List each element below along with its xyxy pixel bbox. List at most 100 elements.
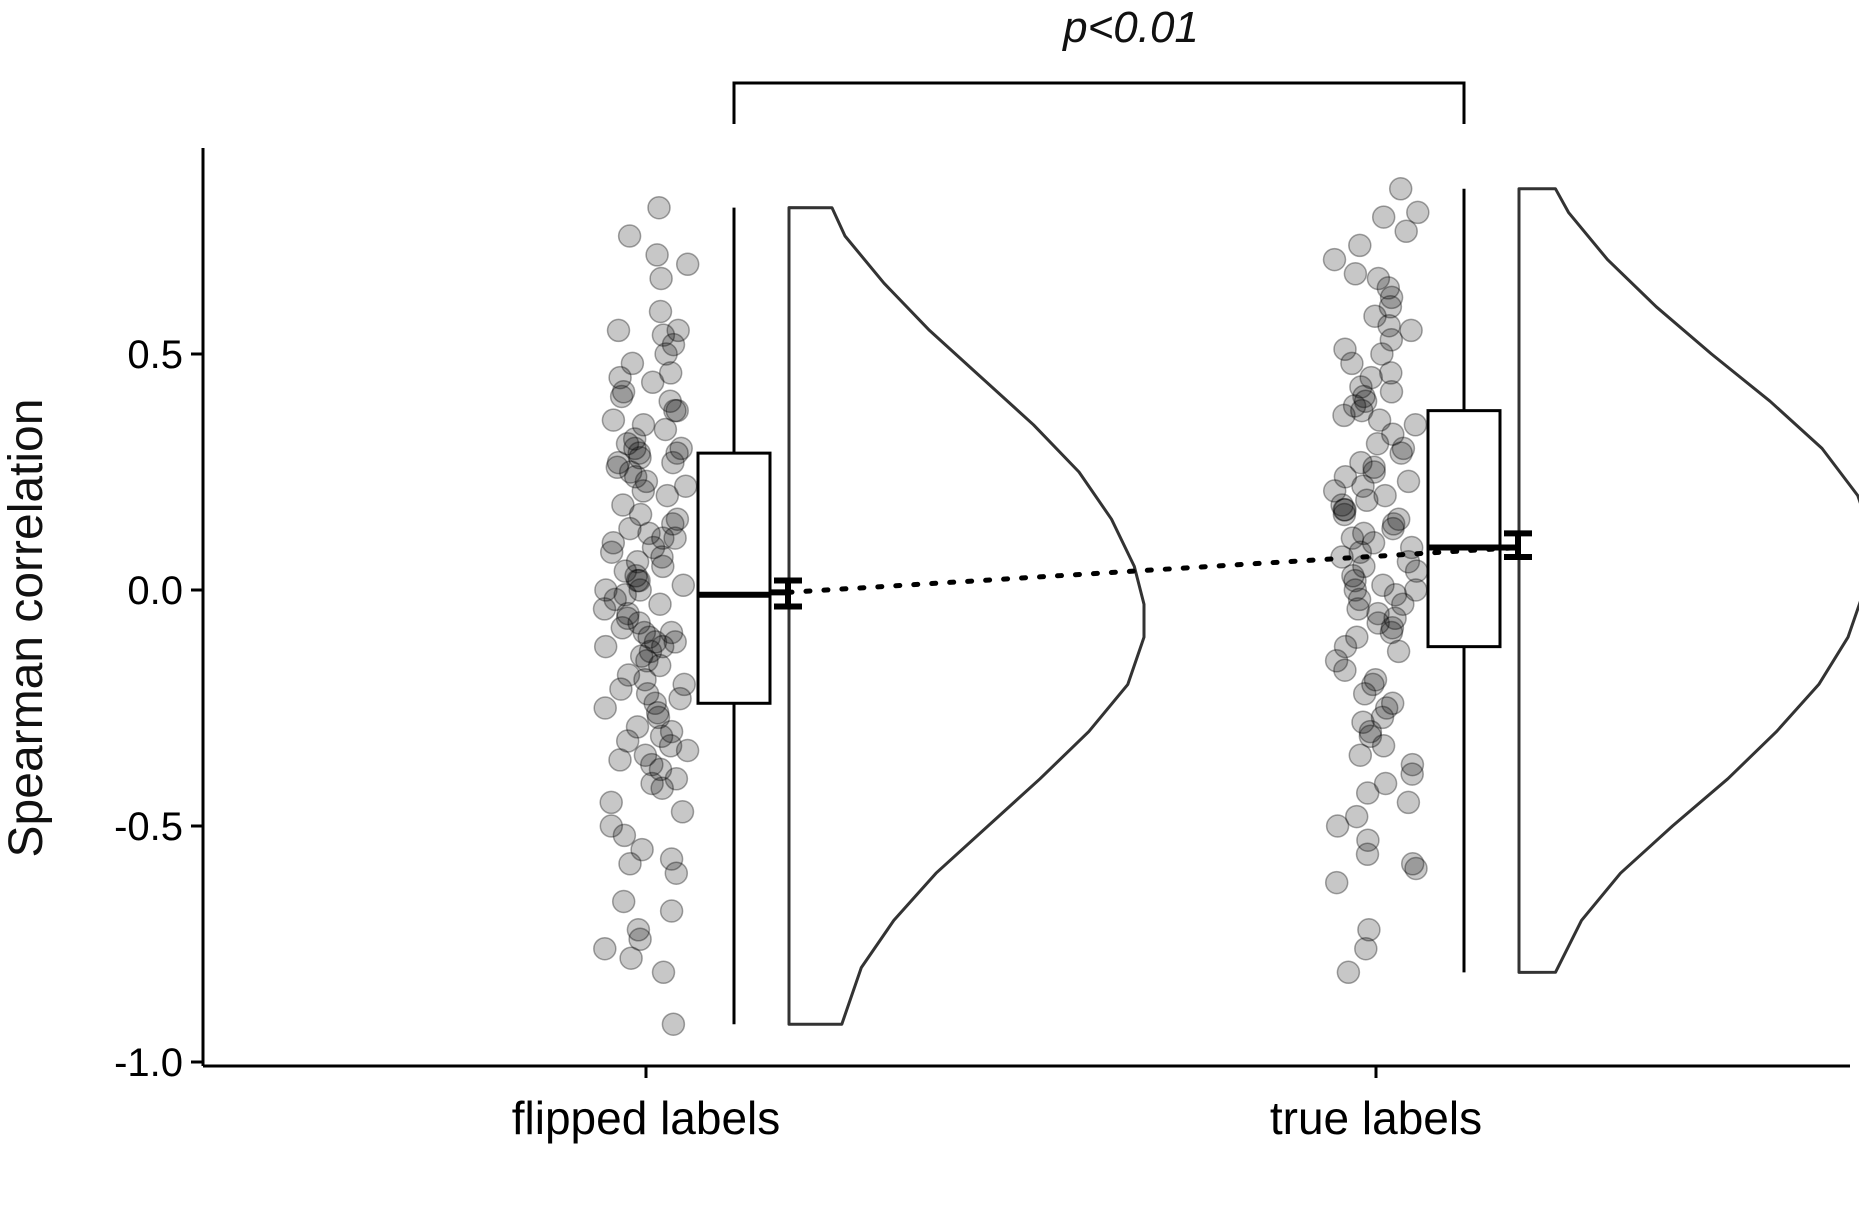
data-point: [1349, 375, 1373, 399]
data-point: [637, 521, 661, 546]
data-point: [627, 441, 651, 465]
data-point: [1324, 649, 1349, 673]
data-point: [1379, 328, 1404, 352]
data-point: [612, 823, 637, 848]
data-point: [637, 625, 661, 649]
box-iqr: [1426, 409, 1502, 649]
data-point: [603, 587, 627, 612]
data-point: [1340, 526, 1365, 550]
data-point: [1389, 441, 1413, 465]
data-point: [1388, 177, 1413, 201]
data-point: [605, 455, 630, 480]
data-point: [1322, 247, 1347, 272]
boxplots: [696, 188, 1502, 1025]
data-point: [1351, 474, 1375, 498]
data-point: [659, 620, 684, 645]
data-point: [1343, 568, 1367, 593]
data-point: [611, 889, 636, 914]
data-point: [659, 719, 684, 744]
data-point: [611, 380, 636, 404]
data-point: [1352, 384, 1376, 409]
data-point: [650, 545, 674, 569]
data-point: [1373, 483, 1397, 508]
y-ticks: -1.0 -0.5 0.0 0.5: [114, 333, 203, 1085]
data-point: [628, 446, 652, 470]
data-point: [1353, 389, 1378, 413]
data-point: [627, 611, 651, 635]
y-tick-label: -0.5: [114, 805, 183, 849]
data-point: [669, 436, 693, 461]
data-point: [1345, 625, 1369, 649]
data-point: [1404, 856, 1428, 881]
data-point: [1359, 365, 1383, 390]
data-point: [661, 332, 686, 357]
data-point: [1332, 498, 1356, 522]
axes: [201, 148, 1850, 1068]
data-point: [611, 493, 635, 517]
data-point: [1332, 502, 1357, 527]
data-point: [1355, 842, 1380, 867]
data-point: [1366, 266, 1391, 291]
data-point: [1377, 313, 1401, 338]
data-point: [626, 918, 651, 942]
data-point: [1362, 460, 1386, 484]
mean-markers: [770, 530, 1532, 610]
data-point: [1374, 696, 1399, 720]
data-point: [615, 729, 640, 753]
data-point: [1399, 318, 1423, 343]
data-point: [635, 649, 659, 673]
data-point: [1341, 564, 1365, 588]
data-point: [1406, 200, 1430, 225]
data-point: [608, 748, 632, 772]
data-point: [1386, 507, 1411, 531]
data-point: [1349, 450, 1373, 475]
data-point: [593, 634, 618, 659]
data-point: [645, 700, 670, 725]
data-point: [625, 568, 650, 593]
data-point: [625, 549, 650, 574]
data-point: [648, 757, 673, 782]
data-point: [668, 686, 692, 711]
data-point: [592, 597, 617, 621]
data-point: [665, 507, 690, 531]
data-point: [613, 559, 638, 583]
data-point: [1400, 762, 1424, 786]
jitter-points: [592, 177, 1430, 1036]
data-point: [661, 1012, 686, 1036]
data-point: [664, 861, 689, 885]
data-point: [1355, 488, 1379, 513]
data-point: [601, 531, 626, 555]
data-point: [627, 568, 651, 593]
data-point: [1342, 394, 1367, 418]
data-point: [647, 195, 671, 220]
data-point: [1394, 219, 1418, 244]
data-point: [616, 601, 640, 626]
mean-connector: [785, 545, 1521, 595]
data-point: [1352, 521, 1376, 546]
y-axis-label: Spearman correlation: [0, 399, 53, 858]
data-point: [1362, 455, 1386, 480]
data-point: [1322, 479, 1347, 503]
x-tick-label: flipped labels: [512, 1092, 781, 1144]
data-point: [633, 743, 658, 767]
data-point: [1391, 592, 1415, 616]
data-point: [1380, 616, 1405, 640]
data-point: [1344, 804, 1369, 829]
data-point: [1381, 422, 1405, 446]
data-point: [630, 837, 654, 862]
data-point: [647, 653, 672, 678]
data-point: [606, 318, 631, 343]
data-point: [1367, 408, 1392, 432]
data-point: [671, 573, 696, 598]
density-clouds: [787, 187, 1859, 1026]
data-point: [665, 441, 689, 465]
data-point: [1325, 814, 1350, 838]
data-point: [1354, 936, 1378, 961]
data-point: [1330, 493, 1354, 517]
data-point: [670, 800, 695, 824]
data-point: [661, 512, 685, 536]
data-point: [617, 224, 642, 248]
data-point: [643, 691, 667, 716]
data-point: [629, 644, 654, 668]
